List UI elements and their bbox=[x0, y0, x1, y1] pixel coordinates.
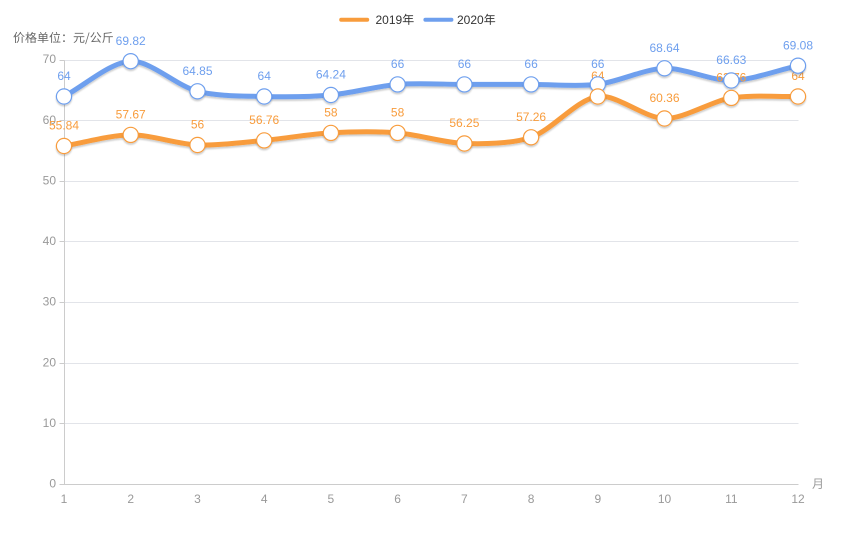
svg-text:64.24: 64.24 bbox=[316, 68, 346, 82]
svg-text:57.67: 57.67 bbox=[116, 108, 146, 122]
svg-text:55.84: 55.84 bbox=[49, 119, 79, 133]
svg-text:69.08: 69.08 bbox=[783, 38, 813, 52]
svg-text:2020: 2020 bbox=[457, 13, 484, 27]
svg-text:60.36: 60.36 bbox=[649, 91, 679, 105]
svg-text:10: 10 bbox=[658, 492, 672, 506]
svg-text:30: 30 bbox=[43, 295, 57, 309]
svg-text:8: 8 bbox=[528, 492, 535, 506]
svg-text:58: 58 bbox=[391, 106, 405, 120]
svg-text:40: 40 bbox=[43, 234, 57, 248]
svg-text:10: 10 bbox=[43, 416, 57, 430]
svg-text:68.64: 68.64 bbox=[649, 41, 679, 55]
svg-text:60: 60 bbox=[43, 113, 57, 127]
svg-text:66: 66 bbox=[524, 57, 538, 71]
svg-text:3: 3 bbox=[194, 492, 201, 506]
svg-text:64.85: 64.85 bbox=[182, 64, 212, 78]
svg-text:9: 9 bbox=[594, 492, 601, 506]
svg-text:64: 64 bbox=[57, 69, 71, 83]
svg-text:58: 58 bbox=[324, 106, 338, 120]
svg-text:50: 50 bbox=[43, 174, 57, 188]
svg-text:57.26: 57.26 bbox=[516, 110, 546, 124]
svg-text:66: 66 bbox=[591, 57, 605, 71]
svg-text:0: 0 bbox=[49, 477, 56, 491]
svg-text:56: 56 bbox=[191, 118, 205, 132]
svg-text:20: 20 bbox=[43, 355, 57, 369]
svg-text:2: 2 bbox=[127, 492, 134, 506]
svg-text:56.25: 56.25 bbox=[449, 116, 479, 130]
svg-text:56.76: 56.76 bbox=[249, 113, 279, 127]
svg-text:64: 64 bbox=[258, 69, 272, 83]
svg-text:5: 5 bbox=[328, 492, 335, 506]
svg-text:7: 7 bbox=[461, 492, 468, 506]
svg-text:11: 11 bbox=[725, 492, 738, 506]
svg-text:6: 6 bbox=[394, 492, 401, 506]
svg-text:66: 66 bbox=[391, 57, 405, 71]
svg-text:70: 70 bbox=[43, 52, 57, 66]
svg-text:4: 4 bbox=[261, 492, 268, 506]
svg-text:12: 12 bbox=[791, 492, 805, 506]
svg-text:66: 66 bbox=[458, 57, 472, 71]
svg-text:2019: 2019 bbox=[376, 13, 403, 27]
svg-text:1: 1 bbox=[61, 492, 68, 506]
svg-text:66.63: 66.63 bbox=[716, 53, 746, 67]
svg-text:69.82: 69.82 bbox=[116, 34, 146, 48]
